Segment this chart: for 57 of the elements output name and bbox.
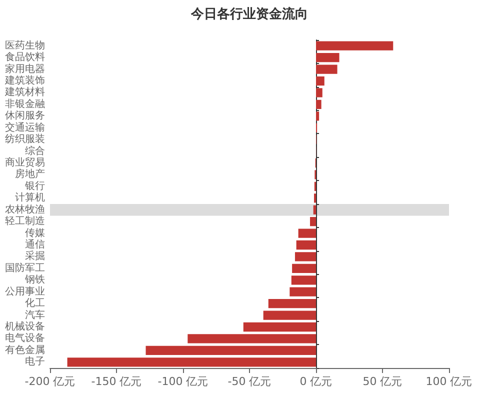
- bar: [298, 228, 316, 238]
- y-tick-label: 电气设备: [5, 332, 45, 344]
- bar: [310, 217, 316, 226]
- y-tick-label: 食品饮料: [5, 51, 45, 64]
- y-tick-label: 建筑装饰: [4, 74, 45, 86]
- x-tick-label: -200 亿元: [24, 375, 76, 388]
- bar: [292, 264, 316, 273]
- y-tick-label: 电子: [25, 356, 45, 368]
- y-tick-label: 家用电器: [5, 62, 45, 75]
- bar: [290, 287, 316, 296]
- x-tick-label: -100 亿元: [158, 375, 208, 388]
- x-tick-label: 100 亿元: [426, 375, 472, 388]
- y-tick-label: 房地产: [15, 168, 45, 180]
- y-tick-label: 有色金属: [5, 344, 45, 356]
- y-tick-label: 建筑材料: [4, 86, 45, 98]
- bar: [146, 346, 316, 355]
- y-tick-label: 计算机: [15, 192, 45, 204]
- bar: [268, 299, 316, 308]
- bar: [316, 76, 324, 86]
- bar: [291, 276, 316, 285]
- y-tick-label: 机械设备: [5, 320, 45, 332]
- y-tick-label: 银行: [24, 180, 45, 192]
- bar: [316, 41, 394, 50]
- bar: [316, 64, 338, 74]
- y-tick-label: 农林牧渔: [5, 203, 45, 216]
- y-tick-label: 交通运输: [5, 121, 45, 134]
- y-tick-label: 休闲服务: [5, 110, 45, 122]
- y-tick-label: 采掘: [25, 250, 45, 262]
- y-tick-label: 医药生物: [5, 39, 45, 52]
- chart-title: 今日各行业资金流向: [190, 6, 308, 22]
- y-tick-label: 国防军工: [5, 262, 45, 274]
- y-tick-label: 轻工制造: [5, 215, 45, 228]
- bar: [316, 112, 320, 121]
- y-tick-label: 化工: [25, 297, 45, 310]
- bar: [296, 240, 316, 250]
- y-tick-label: 钢铁: [24, 274, 45, 286]
- x-tick-label: 50 亿元: [362, 375, 402, 388]
- y-tick-label: 汽车: [25, 308, 45, 321]
- bar: [294, 252, 316, 262]
- bar: [67, 358, 316, 367]
- bar: [316, 100, 322, 109]
- bar: [243, 322, 316, 332]
- x-tick-label: -50 亿元: [228, 375, 272, 388]
- bar: [188, 334, 316, 344]
- y-tick-label: 纺织服装: [5, 133, 45, 146]
- y-tick-label: 通信: [25, 238, 45, 250]
- x-tick-label: 0 亿元: [300, 375, 332, 388]
- bar: [263, 310, 316, 320]
- bar: [316, 88, 322, 98]
- y-tick-label: 非银金融: [5, 98, 45, 110]
- y-tick-label: 综合: [25, 144, 45, 157]
- y-tick-label: 传媒: [25, 228, 45, 239]
- x-tick-label: -150 亿元: [91, 375, 142, 388]
- y-tick-label: 公用事业: [5, 285, 45, 298]
- bar: [316, 53, 340, 62]
- y-tick-label: 商业贸易: [5, 156, 45, 168]
- bar: [313, 205, 316, 214]
